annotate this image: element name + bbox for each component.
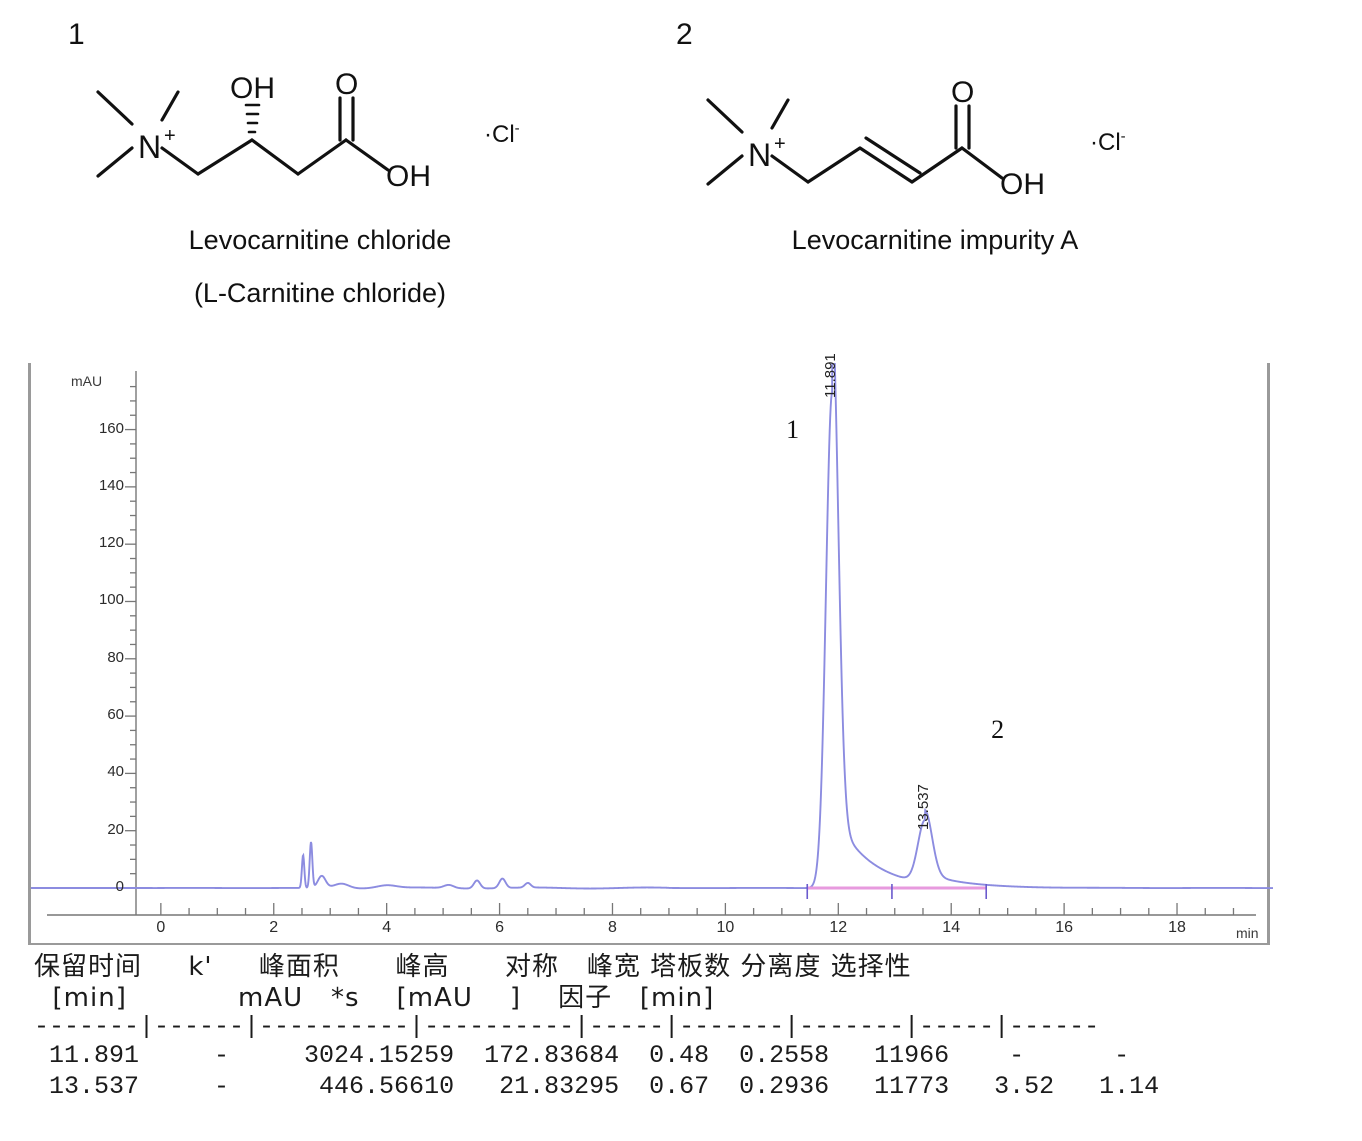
atom-label-nitrogen: N [748, 137, 771, 173]
x-axis-tick-label: 8 [608, 919, 617, 936]
x-axis-tick-label: 4 [382, 919, 392, 936]
chromatogram-panel: mAU min 0 20 40 60 80 100 120 140 160 0 2 4 6 8 10 12 1… [28, 315, 1273, 945]
atom-label-carbonyl-oxygen: O [951, 76, 974, 109]
atom-label-carbonyl-oxygen: O [335, 68, 358, 101]
structure-index-1: 1 [68, 18, 85, 51]
x-axis-tick-label: 12 [829, 919, 848, 936]
report-separator: -------|------|----------|----------|---… [34, 1012, 1100, 1041]
chemical-structures-panel: 1 N + [0, 0, 1362, 330]
chromatogram-svg [31, 315, 1273, 916]
atom-label-carboxyl-hydroxyl: OH [386, 160, 431, 193]
y-axis-tick-label: 40 [107, 763, 124, 781]
report-header-line-1: 保留时间 k' 峰面积 峰高 对称 峰宽 塔板数 分离度 选择性 [34, 952, 912, 982]
x-axis-unit-label: min [1236, 925, 1259, 941]
y-axis-tick-label: 60 [107, 706, 124, 724]
structure-1-caption-line2: (L-Carnitine chloride) [193, 278, 447, 308]
counterion-text-2: ·Cl [1090, 129, 1121, 156]
x-axis-tick-label: 14 [942, 919, 961, 936]
structure-2-caption-line1: Levocarnitine impurity A [791, 225, 1079, 255]
counterion-chloride-2: ·Cl- [1090, 128, 1126, 157]
peak-report-table: 保留时间 k' 峰面积 峰高 对称 峰宽 塔板数 分离度 选择性 [min] m… [34, 952, 1324, 1102]
structure-2-skeleton: N + O OH [706, 76, 1045, 201]
y-axis-tick-label: 20 [107, 820, 124, 838]
y-axis-tick-label: 100 [98, 591, 124, 609]
atom-label-nitrogen: N [138, 129, 161, 165]
x-axis-tick-label: 0 [156, 919, 166, 936]
counterion-text-1: ·Cl [484, 121, 515, 148]
x-axis-tick-label: 10 [716, 919, 735, 936]
x-axis-tick-label: 16 [1055, 919, 1073, 936]
counterion-charge-2: - [1120, 128, 1126, 145]
y-axis-tick-label: 80 [107, 648, 124, 666]
counterion-chloride-1: ·Cl- [484, 120, 520, 149]
structure-index-2: 2 [676, 18, 693, 51]
peak-number-label: 2 [991, 715, 1005, 744]
chromatogram-plot [31, 315, 1273, 945]
structure-1-caption-line1: Levocarnitine chloride [188, 225, 452, 255]
x-axis-tick-label: 2 [269, 919, 279, 936]
report-header-line-2: [min] mAU *s [mAU ] 因子 [min] [34, 983, 715, 1013]
y-axis-tick-label: 140 [98, 476, 124, 494]
y-axis-tick-label: 0 [115, 878, 124, 895]
peak-number-label: 1 [786, 415, 800, 444]
x-axis-tick-label: 18 [1168, 919, 1186, 936]
x-axis-tick-label: 6 [495, 919, 505, 936]
peak-retention-time-label: 13.537 [915, 784, 933, 831]
y-axis-tick-label: 160 [98, 419, 124, 437]
table-row: 11.891 - 3024.15259 172.83684 0.48 0.255… [34, 1041, 1130, 1070]
table-row: 13.537 - 446.56610 21.83295 0.67 0.2936 … [34, 1072, 1160, 1101]
atom-label-carboxyl-hydroxyl: OH [1000, 168, 1045, 201]
atom-label-hydroxyl: OH [230, 72, 275, 105]
atom-label-nitrogen-charge: + [164, 125, 176, 147]
structure-1-skeleton: N + OH O OH [96, 68, 431, 193]
y-axis-tick-label: 120 [98, 534, 124, 552]
counterion-charge-1: - [514, 120, 520, 137]
y-axis-unit-label: mAU [71, 373, 103, 389]
peak-retention-time-label: 11.891 [822, 353, 840, 398]
atom-label-nitrogen-charge: + [774, 133, 786, 155]
